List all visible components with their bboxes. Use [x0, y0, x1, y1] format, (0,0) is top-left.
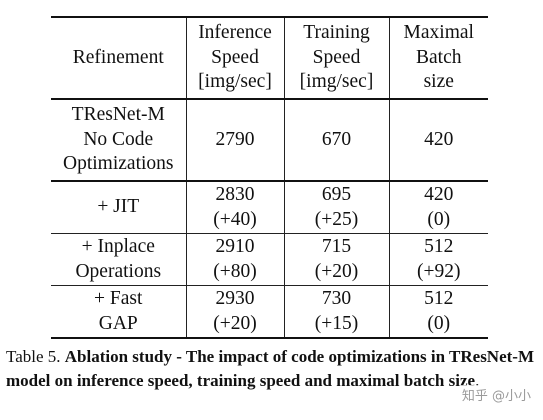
cell-batch: 512 (0) — [388, 285, 488, 339]
table-row-fast-gap: + Fast GAP 2930 (+20) 730 (+15) 512 (0) — [51, 285, 488, 339]
header-inference-speed: Inference Speed [img/sec] — [185, 16, 284, 99]
cell-training: 715 (+20) — [283, 233, 389, 286]
cell-inference: 2930 (+20) — [185, 285, 284, 339]
watermark: 知乎 @小小 — [459, 385, 533, 404]
cell-batch: 512 (+92) — [388, 233, 488, 286]
cell-inference: 2830 (+40) — [185, 180, 284, 234]
cell-training: 670 — [283, 98, 389, 181]
header-refinement: Refinement — [51, 16, 186, 99]
row-label: + JIT — [51, 180, 186, 234]
header-max-batch-size: Maximal Batch size — [388, 16, 488, 99]
cell-batch: 420 (0) — [388, 180, 488, 234]
header-row: Refinement Inference Speed [img/sec] Tra… — [51, 16, 488, 99]
caption-prefix: Table 5. — [6, 347, 65, 366]
table-caption: Table 5. Ablation study - The impact of … — [6, 345, 537, 392]
cell-inference: 2910 (+80) — [185, 233, 284, 286]
header-training-speed: Training Speed [img/sec] — [283, 16, 389, 99]
cell-inference: 2790 — [185, 98, 284, 181]
cell-training: 695 (+25) — [283, 180, 389, 234]
table-row-inplace: + Inplace Operations 2910 (+80) 715 (+20… — [51, 233, 488, 286]
row-label: + Inplace Operations — [51, 233, 186, 286]
table-row-baseline: TResNet-M No Code Optimizations 2790 670… — [51, 98, 488, 181]
row-label: TResNet-M No Code Optimizations — [51, 98, 186, 181]
caption-bold-text: Ablation study - The impact of code opti… — [6, 347, 535, 390]
row-label: + Fast GAP — [51, 285, 186, 339]
caption-suffix: . — [475, 370, 480, 390]
ablation-table-container: Refinement Inference Speed [img/sec] Tra… — [51, 16, 488, 339]
table-row-jit: + JIT 2830 (+40) 695 (+25) 420 (0) — [51, 180, 488, 234]
ablation-table: Refinement Inference Speed [img/sec] Tra… — [51, 16, 488, 339]
cell-batch: 420 — [388, 98, 488, 181]
cell-training: 730 (+15) — [283, 285, 389, 339]
